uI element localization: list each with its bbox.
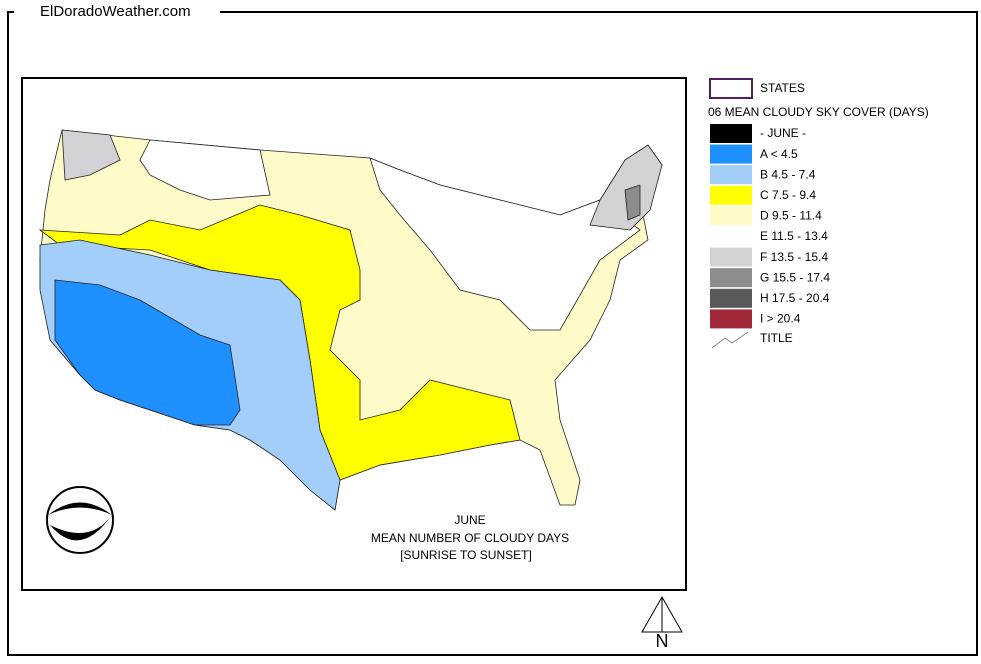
site-label: ElDoradoWeather.com: [40, 3, 191, 20]
legend-swatch: [710, 185, 752, 205]
legend-label: G 15.5 - 17.4: [760, 270, 830, 284]
states-swatch: [709, 78, 753, 99]
legend-swatch: [710, 124, 752, 143]
legend-label: STATES: [760, 81, 805, 95]
legend-label: B 4.5 - 7.4: [760, 167, 816, 181]
legend-label: D 9.5 - 11.4: [760, 209, 822, 223]
legend-swatch: [710, 227, 752, 246]
legend-label: H 17.5 - 20.4: [760, 291, 830, 305]
legend-label: C 7.5 - 9.4: [760, 188, 816, 202]
legend-label: F 13.5 - 15.4: [760, 250, 828, 264]
legend-label: E 11.5 - 13.4: [760, 229, 828, 243]
caption: JUNE MEAN NUMBER OF CLOUDY DAYS [SUNRISE…: [371, 513, 569, 562]
legend-swatch: [710, 288, 752, 308]
legend-heading: 06 MEAN CLOUDY SKY COVER (DAYS): [708, 105, 929, 119]
title-swatch: [711, 331, 749, 349]
legend-swatch: [710, 165, 752, 185]
outer-frame: [7, 11, 978, 656]
compass-label: N: [656, 631, 669, 651]
caption-line: [SUNRISE TO SUNSET]: [400, 548, 532, 562]
legend-swatch: [710, 206, 752, 226]
legend-label: A < 4.5: [760, 147, 798, 161]
legend-swatch: [710, 144, 752, 164]
caption-line: MEAN NUMBER OF CLOUDY DAYS: [371, 531, 569, 545]
legend-label: I > 20.4: [760, 312, 801, 326]
us-map: [38, 129, 663, 511]
legend-label: - JUNE -: [760, 126, 806, 140]
noaa-logo: [46, 486, 114, 554]
compass: N: [641, 595, 683, 651]
legend-swatch: [710, 309, 752, 329]
legend-label: TITLE: [760, 331, 793, 345]
caption-line: JUNE: [454, 513, 485, 527]
legend: STATES 06 MEAN CLOUDY SKY COVER (DAYS) T…: [708, 78, 929, 349]
legend-swatch: [710, 268, 752, 288]
legend-swatch: [710, 247, 752, 267]
site-label-bg: [14, 2, 220, 22]
